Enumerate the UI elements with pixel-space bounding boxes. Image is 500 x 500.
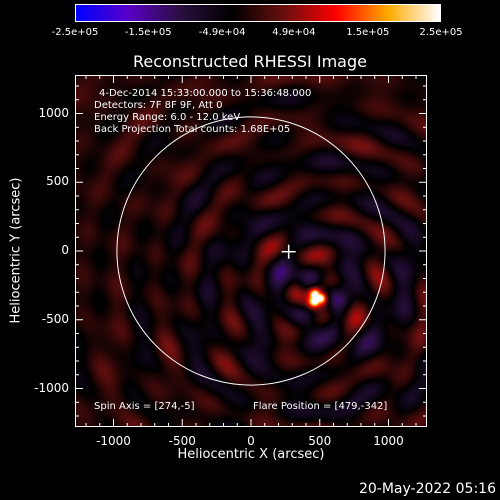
x-tick-label: 0 <box>247 434 255 448</box>
flare-position-label: Flare Position = [479,-342] <box>253 401 388 412</box>
y-tick-label: 1000 <box>38 105 69 120</box>
energy-range-label: Energy Range: 6.0 - 12.0 keV <box>94 112 241 123</box>
y-tick-label: 0 <box>61 243 69 257</box>
colorbar <box>75 4 441 22</box>
colorbar-tick-label: 1.5e+05 <box>346 27 390 38</box>
y-axis-label: Heliocentric Y (arcsec) <box>8 177 24 324</box>
x-tick-label: -1000 <box>96 434 131 448</box>
colorbar-tick-label: 4.9e+04 <box>272 27 316 38</box>
spin-axis-label: Spin Axis = [274,-5] <box>94 401 195 412</box>
x-axis-label: Heliocentric X (arcsec) <box>177 447 325 462</box>
x-tick-label: -500 <box>168 434 196 448</box>
x-tick-label: 1000 <box>373 434 404 448</box>
rhessi-image <box>75 75 427 427</box>
plot-title: Reconstructed RHESSI Image <box>133 52 367 71</box>
colorbar-tick-label: -4.9e+04 <box>198 27 246 38</box>
method-counts-label: Back Projection Total counts: 1.68E+05 <box>94 124 291 135</box>
y-tick-label: -500 <box>41 311 69 326</box>
x-tick-label: 500 <box>308 434 332 448</box>
spin-axis-marker <box>281 244 296 259</box>
footer-timestamp: 20-May-2022 05:16 <box>358 481 496 497</box>
colorbar-tick-label: -2.5e+05 <box>51 27 99 38</box>
colorbar-tick-label: -1.5e+05 <box>124 27 172 38</box>
y-tick-label: -1000 <box>34 380 69 395</box>
time-range-label: 4-Dec-2014 15:33:00.000 to 15:36:48.000 <box>99 88 312 99</box>
detectors-label: Detectors: 7F 8F 9F, Att 0 <box>94 100 223 111</box>
y-tick-label: 500 <box>46 174 69 189</box>
colorbar-tick-label: 2.5e+05 <box>419 27 463 38</box>
solar-limb-circle <box>116 116 386 386</box>
axis-ticks <box>75 75 427 427</box>
